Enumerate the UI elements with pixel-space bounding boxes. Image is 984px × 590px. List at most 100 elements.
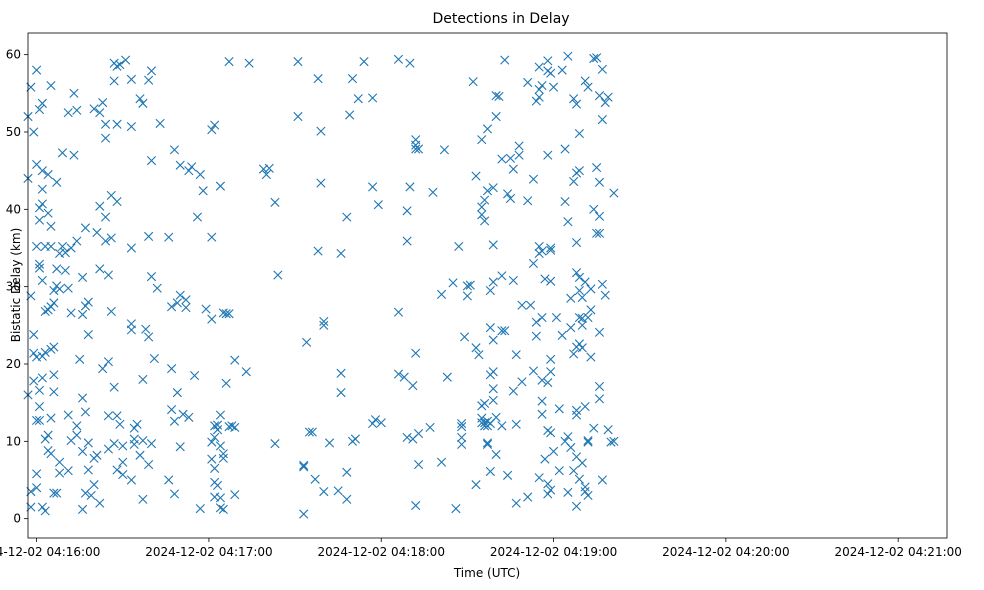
data-point [566, 323, 576, 333]
data-point [195, 169, 205, 180]
data-point [528, 258, 539, 269]
data-point [77, 446, 88, 456]
data-point [178, 409, 188, 419]
data-point [609, 188, 619, 198]
data-point [60, 265, 70, 276]
data-point [497, 326, 507, 336]
data-point [207, 314, 217, 324]
x-tick-label: 2024-12-02 04:17:00 [145, 545, 272, 559]
data-point [77, 272, 88, 282]
data-point [537, 396, 547, 406]
data-point [89, 104, 99, 114]
data-point [597, 475, 607, 485]
data-point [207, 454, 217, 464]
data-point [546, 243, 556, 253]
data-point [129, 434, 139, 444]
data-point [425, 422, 435, 432]
data-point [534, 473, 544, 483]
data-point [244, 58, 254, 68]
data-point [537, 246, 547, 256]
data-point [368, 418, 378, 429]
data-point [491, 111, 501, 122]
data-point [543, 479, 553, 489]
data-point [477, 413, 487, 423]
data-point [146, 66, 157, 76]
data-point [100, 119, 111, 129]
data-point [485, 466, 495, 477]
data-point [184, 166, 194, 176]
data-point [557, 65, 567, 75]
data-point [261, 169, 271, 180]
data-point [603, 425, 613, 435]
data-point [98, 98, 108, 108]
data-point [546, 485, 556, 495]
data-point [57, 241, 68, 252]
x-tick-label: 2024-12-02 04:19:00 [490, 545, 617, 559]
data-point [112, 197, 122, 207]
data-point [546, 245, 556, 255]
data-point [569, 349, 579, 359]
data-point [37, 184, 47, 194]
data-point [577, 343, 587, 353]
data-point [29, 376, 39, 386]
data-point [574, 272, 584, 282]
data-point [319, 487, 329, 497]
data-point [195, 504, 205, 514]
data-point [462, 291, 472, 301]
data-point [215, 410, 226, 420]
data-point [393, 54, 404, 64]
data-point [118, 457, 128, 467]
data-point [402, 206, 412, 216]
data-point [511, 498, 521, 508]
data-point [442, 372, 452, 382]
data-point [175, 160, 185, 170]
data-point [146, 156, 157, 166]
data-point [43, 430, 53, 440]
data-point [531, 317, 541, 327]
data-point [63, 410, 73, 420]
data-point [589, 53, 599, 64]
data-point [155, 118, 165, 129]
data-point [594, 327, 605, 337]
data-point [488, 183, 498, 193]
data-point [46, 80, 56, 91]
data-point [37, 166, 47, 176]
data-point [606, 437, 616, 447]
data-point [583, 82, 593, 92]
data-point [37, 351, 47, 361]
data-point [167, 364, 177, 374]
y-tick-label: 40 [6, 202, 21, 216]
data-point [37, 275, 47, 286]
data-point [488, 277, 498, 287]
data-point [569, 94, 579, 104]
data-point [359, 57, 369, 67]
data-point [92, 450, 102, 460]
data-point [571, 410, 582, 420]
data-point [112, 465, 122, 475]
y-tick-label: 10 [6, 434, 21, 448]
data-point [43, 169, 53, 180]
data-point [347, 74, 358, 84]
data-point [144, 332, 154, 342]
data-point [477, 210, 487, 220]
data-point [83, 297, 93, 307]
data-point [95, 108, 105, 118]
data-point [336, 368, 346, 378]
data-point [144, 231, 154, 241]
data-point [215, 441, 226, 451]
data-point [566, 293, 576, 303]
data-point [477, 135, 487, 145]
data-point [55, 457, 65, 467]
data-point [304, 427, 315, 437]
chart-title: Detections in Delay [432, 11, 569, 27]
data-point [580, 482, 590, 492]
data-point [523, 196, 533, 206]
data-point [273, 270, 283, 280]
data-point [224, 57, 234, 67]
data-point [546, 367, 556, 377]
data-point [508, 164, 518, 174]
data-point [66, 243, 76, 253]
data-point [577, 292, 587, 303]
data-point [293, 111, 303, 122]
